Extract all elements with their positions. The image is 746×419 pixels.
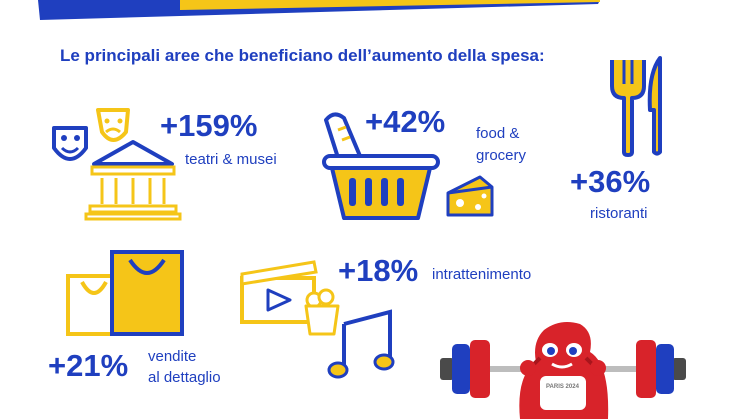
- value-entertainment: +18%: [338, 253, 419, 288]
- label-retail-line2: al dettaglio: [148, 369, 221, 386]
- label-retail-line1: vendite: [148, 348, 197, 365]
- popcorn-icon: [304, 288, 340, 336]
- value-retail: +21%: [48, 348, 129, 383]
- museum-building-icon: [84, 140, 182, 221]
- label-food-line1: food &: [476, 125, 520, 142]
- cheese-icon: [446, 175, 494, 217]
- clapperboard-icon: [240, 260, 318, 324]
- music-note-icon: [327, 309, 395, 379]
- mascot-badge-text: PARIS 2024: [546, 384, 579, 390]
- value-food: +42%: [365, 104, 446, 139]
- shopping-basket-icon: [322, 154, 440, 220]
- bread-icon: [324, 112, 362, 166]
- label-food-line2: grocery: [476, 147, 527, 164]
- label-restaurants: ristoranti: [590, 205, 648, 222]
- value-culture: +159%: [160, 108, 258, 143]
- top-stripe: [38, 0, 600, 20]
- page-title: Le principali aree che beneficiano dell’…: [60, 46, 545, 65]
- phryge-mascot-weightlifting: [440, 322, 686, 419]
- fork-knife-icon: [610, 56, 662, 157]
- value-restaurants: +36%: [570, 164, 651, 199]
- shopping-bags-icon: [66, 250, 184, 336]
- label-culture: teatri & musei: [185, 151, 277, 168]
- theatre-masks-icon: [52, 108, 130, 161]
- label-entertainment: intrattenimento: [432, 266, 532, 283]
